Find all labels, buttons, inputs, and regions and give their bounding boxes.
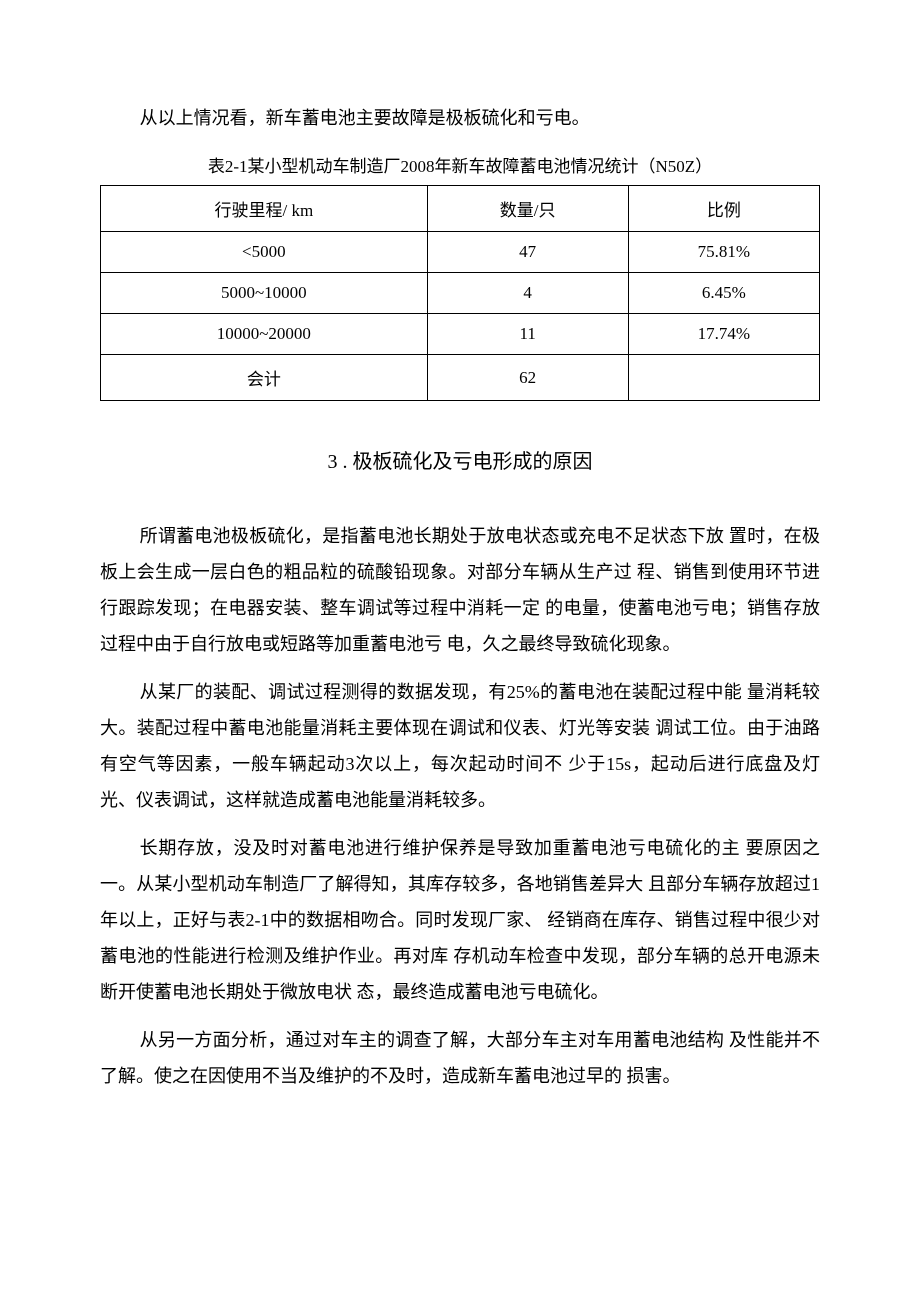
table-cell: 75.81% [628,232,819,273]
table-header-cell: 比例 [628,186,819,232]
table-row: 10000~20000 11 17.74% [101,314,820,355]
body-paragraph: 从另一方面分析，通过对车主的调查了解，大部分车主对车用蓄电池结构 及性能并不了解… [100,1022,820,1094]
table-header-cell: 数量/只 [427,186,628,232]
table-cell: 4 [427,273,628,314]
table-cell: 17.74% [628,314,819,355]
table-cell: 会计 [101,355,428,401]
body-paragraph: 长期存放，没及时对蓄电池进行维护保养是导致加重蓄电池亏电硫化的主 要原因之一。从… [100,830,820,1010]
table-caption: 表2-1某小型机动车制造厂2008年新车故障蓄电池情况统计（N50Z） [100,152,820,177]
table-cell: 6.45% [628,273,819,314]
table-cell: 11 [427,314,628,355]
table-header-cell: 行驶里程/ km [101,186,428,232]
table-cell: 47 [427,232,628,273]
table-cell: 10000~20000 [101,314,428,355]
table-row: 5000~10000 4 6.45% [101,273,820,314]
section-heading: 3 . 极板硫化及亏电形成的原因 [100,445,820,474]
table-cell [628,355,819,401]
table-row: 会计 62 [101,355,820,401]
table-row: <5000 47 75.81% [101,232,820,273]
table-cell: <5000 [101,232,428,273]
table-cell: 5000~10000 [101,273,428,314]
intro-paragraph: 从以上情况看，新车蓄电池主要故障是极板硫化和亏电。 [100,100,820,136]
body-paragraph: 从某厂的装配、调试过程测得的数据发现，有25%的蓄电池在装配过程中能 量消耗较大… [100,674,820,818]
table-header-row: 行驶里程/ km 数量/只 比例 [101,186,820,232]
document-page: 从以上情况看，新车蓄电池主要故障是极板硫化和亏电。 表2-1某小型机动车制造厂2… [0,0,920,1302]
table-cell: 62 [427,355,628,401]
body-paragraph: 所谓蓄电池极板硫化，是指蓄电池长期处于放电状态或充电不足状态下放 置时，在极板上… [100,518,820,662]
data-table: 行驶里程/ km 数量/只 比例 <5000 47 75.81% 5000~10… [100,185,820,401]
